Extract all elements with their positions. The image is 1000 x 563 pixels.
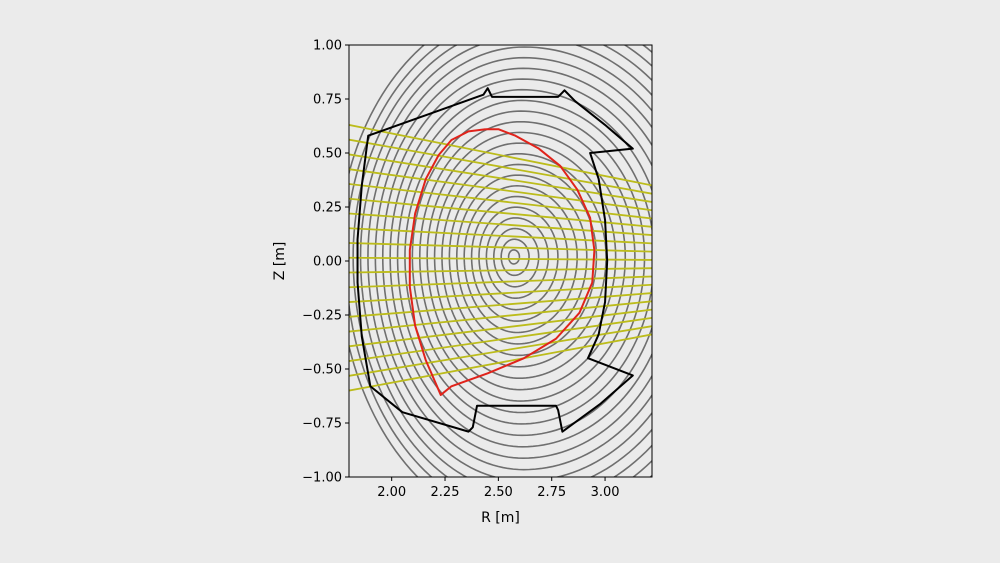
los-chord [349,275,652,289]
y-tick-label: −0.75 [302,417,342,432]
flux-surface [404,99,652,425]
los-chord [349,300,652,333]
los-chord [349,124,652,187]
first-wall-layer [356,87,634,433]
flux-surface [492,227,540,288]
y-tick-label: −0.25 [302,309,342,324]
los-chord [349,256,652,261]
y-tick-label: −1.00 [302,471,342,486]
los-chord [349,292,652,318]
y-axis: 1.00 0.75 0.50 0.25 0.00 −0.25 −0.50 −0.75 −1.00 [302,39,349,486]
los-chord [349,227,652,245]
los-chord [349,197,652,228]
flux-surface [359,45,652,477]
flux-surface [418,120,636,402]
los-chord [349,267,652,274]
y-tick-label: 1.00 [313,39,342,54]
flux-surface [426,131,627,391]
flux-surface [485,217,550,300]
y-tick-label: 0.75 [313,93,342,108]
first-wall [356,87,634,433]
x-tick-label: 3.00 [591,485,620,500]
x-tick-label: 2.00 [377,485,406,500]
flux-surface [367,46,652,477]
los-chord [349,183,652,220]
flux-surface [500,238,530,277]
flux-surface [374,56,652,471]
flux-surface [396,88,652,437]
los-chord [349,333,652,392]
x-tick-label: 2.50 [484,485,513,500]
y-tick-label: −0.50 [302,363,342,378]
flux-surface [349,45,652,477]
separatrix [408,128,596,396]
x-tick-label: 2.75 [537,485,566,500]
separatrix-layer [408,128,596,396]
los-chord [349,138,652,195]
y-tick-label: 0.00 [313,255,342,270]
x-axis-label: R [m] [481,510,520,526]
flux-surface [389,78,652,448]
los-chord [349,212,652,236]
y-tick-label: 0.25 [313,201,342,216]
flux-surface [381,67,652,460]
y-axis-label: Z [m] [272,242,288,281]
los-chord [349,283,652,303]
flux-surface [433,142,617,380]
flux-surface [411,110,646,414]
los-chord [349,242,652,253]
flux-surface [352,45,652,477]
x-axis: 2.00 2.25 2.50 2.75 3.00 [377,477,620,500]
flux-surface [507,249,521,265]
los-chord [349,325,652,377]
y-tick-label: 0.50 [313,147,342,162]
x-tick-label: 2.25 [431,485,460,500]
